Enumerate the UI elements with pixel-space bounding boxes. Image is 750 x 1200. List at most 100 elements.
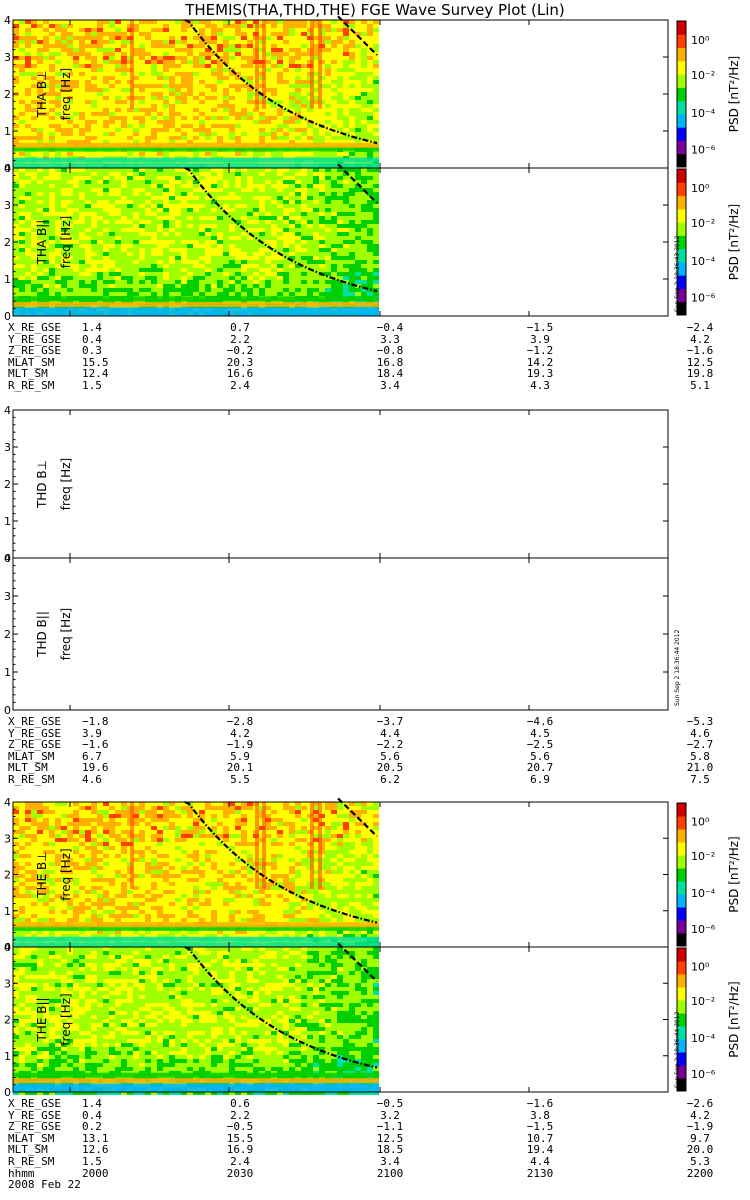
spectrogram-cell: [181, 200, 187, 204]
spectrogram-cell: [79, 188, 85, 192]
spectrogram-cell: [13, 132, 19, 136]
spectrogram-cell: [217, 100, 223, 104]
spectrogram-cell: [343, 200, 349, 204]
spectrogram-cell: [319, 228, 325, 232]
spectrogram-cell: [73, 112, 79, 116]
spectrogram-cell: [175, 116, 181, 120]
spectrogram-cell: [13, 48, 19, 52]
spectrogram-cell: [361, 264, 367, 268]
spectrogram-cell: [331, 212, 337, 216]
spectrogram-cell: [313, 72, 319, 76]
spectrogram-cell: [223, 36, 229, 40]
spectrogram-cell: [13, 152, 19, 156]
spectrogram-cell: [79, 88, 85, 92]
spectrogram-cell: [373, 248, 379, 252]
spectrogram-cell: [241, 172, 247, 176]
spectrogram-cell: [205, 84, 211, 88]
spectrogram-cell: [289, 80, 295, 84]
spectrogram-cell: [295, 268, 301, 272]
spectrogram-cell: [37, 252, 43, 256]
spectrogram-cell: [349, 252, 355, 256]
spectrogram-cell: [373, 212, 379, 216]
spectrogram-cell: [295, 96, 301, 100]
spectrogram-cell: [151, 124, 157, 128]
spectrogram-cell: [313, 260, 319, 264]
spectrogram-cell: [103, 244, 109, 248]
spectrogram-cell: [49, 842, 55, 846]
spectrogram-cell: [25, 850, 31, 854]
spectrogram-cell: [61, 268, 67, 272]
spectrogram-cell: [115, 104, 121, 108]
spectrogram-cell: [13, 902, 19, 906]
spectrogram-cell: [265, 280, 271, 284]
colorbar-segment: [677, 113, 686, 128]
spectrogram-cell: [127, 216, 133, 220]
spectrogram-cell: [31, 216, 37, 220]
spectrogram-cell: [109, 84, 115, 88]
spectrogram-cell: [115, 172, 121, 176]
spectrogram-cell: [31, 894, 37, 898]
spectrogram-cell: [133, 140, 139, 144]
spectrogram-cell: [55, 228, 61, 232]
spectrogram-cell: [49, 276, 55, 280]
spectrogram-cell: [367, 76, 373, 80]
spectrogram-cell: [97, 292, 103, 296]
spectrogram-cell: [85, 120, 91, 124]
spectrogram-cell: [205, 280, 211, 284]
spectrogram-cell: [289, 136, 295, 140]
spectrogram-cell: [73, 76, 79, 80]
spectrogram-cell: [103, 196, 109, 200]
spectrogram-cell: [283, 276, 289, 280]
spectrogram-cell: [289, 20, 295, 24]
spectrogram-cell: [241, 32, 247, 36]
spectrogram-cell: [61, 60, 67, 64]
spectrogram-cell: [277, 208, 283, 212]
spectrogram-cell: [139, 140, 145, 144]
spectrogram-cell: [313, 276, 319, 280]
spectrogram-cell: [193, 76, 199, 80]
spectrogram-cell: [313, 64, 319, 68]
spectrogram-cell: [289, 200, 295, 204]
spectrogram-cell: [13, 862, 19, 866]
spectrogram-cell: [19, 818, 25, 822]
spectrogram-cell: [157, 124, 163, 128]
spectrogram-cell: [19, 898, 25, 902]
spectrogram-cell: [61, 184, 67, 188]
spectrogram-cell: [331, 196, 337, 200]
spectrogram-cell: [151, 24, 157, 28]
spectrogram-cell: [205, 224, 211, 228]
spectrogram-cell: [85, 116, 91, 120]
spectrogram-cell: [157, 188, 163, 192]
spectrogram-cell: [37, 854, 43, 858]
spectrogram-cell: [115, 84, 121, 88]
spectrogram-cell: [199, 168, 205, 172]
spectrogram-cell: [151, 256, 157, 260]
spectrogram-cell: [91, 124, 97, 128]
spectrogram-cell: [31, 108, 37, 112]
spectrogram-cell: [319, 236, 325, 240]
spectrogram-cell: [199, 204, 205, 208]
spectrogram-cell: [229, 84, 235, 88]
spectrogram-cell: [103, 276, 109, 280]
spectrogram-cell: [103, 68, 109, 72]
spectrogram-cell: [43, 120, 49, 124]
spectrogram-cell: [349, 172, 355, 176]
spectrogram-cell: [325, 72, 331, 76]
spectrogram-cell: [331, 256, 337, 260]
spectrogram-cell: [49, 172, 55, 176]
spectrogram-cell: [25, 260, 31, 264]
spectrogram-cell: [43, 260, 49, 264]
spectral-stripe: [130, 20, 134, 109]
spectrogram-cell: [37, 906, 43, 910]
spectrogram-cell: [79, 100, 85, 104]
spectrogram-cell: [193, 72, 199, 76]
spectrogram-cell: [61, 168, 67, 172]
spectrogram-cell: [85, 292, 91, 296]
spectrogram-cell: [313, 284, 319, 288]
spectrogram-cell: [307, 136, 313, 140]
spectrogram-cell: [55, 116, 61, 120]
spectrogram-cell: [265, 28, 271, 32]
spectrogram-cell: [277, 96, 283, 100]
spectrogram-cell: [241, 208, 247, 212]
spectrogram-cell: [175, 212, 181, 216]
